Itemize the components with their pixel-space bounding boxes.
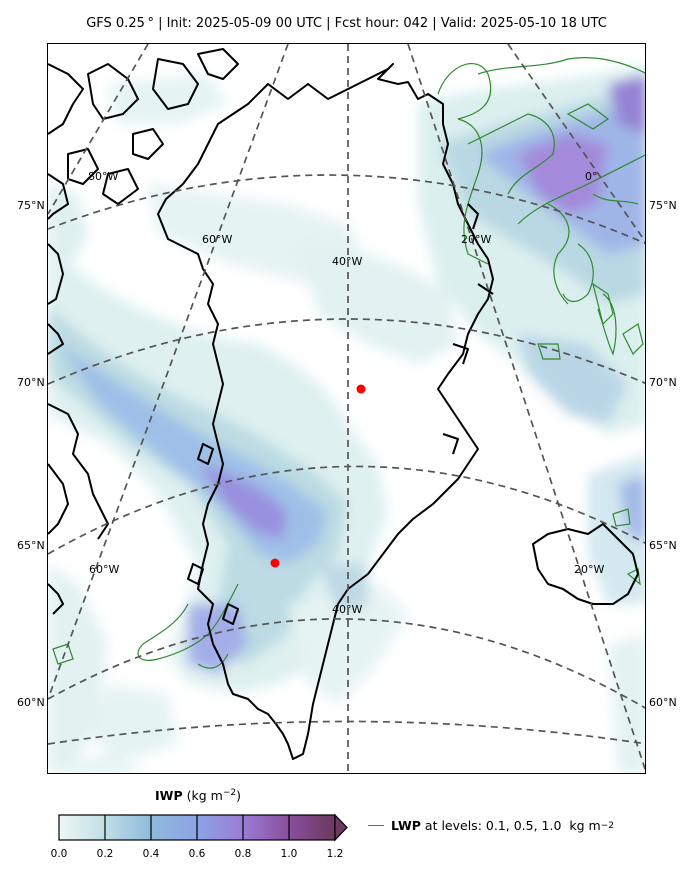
lon-label-40w-bottom: 40°W — [332, 603, 362, 616]
colorbar-tick: 0.4 — [142, 848, 160, 860]
lon-label-60w-bottom: 60°W — [89, 563, 119, 576]
lwp-contours — [52, 57, 645, 669]
lwp-legend-bold: LWP — [391, 818, 421, 833]
lat-label-60-right: 60°N — [649, 696, 677, 709]
graticule — [48, 44, 645, 773]
lon-label-80w: 80°W — [88, 170, 118, 183]
lwp-legend-sup: −2 — [600, 820, 614, 831]
lat-label-70-left: 70°N — [17, 376, 45, 389]
lat-label-75-right: 75°N — [649, 199, 677, 212]
colorbar-tick: 0.2 — [96, 848, 114, 860]
colorbar-title: IWP (kg m−2) — [155, 788, 241, 804]
lat-label-65-right: 65°N — [649, 539, 677, 552]
lon-label-60w-top: 60°W — [202, 233, 232, 246]
lon-label-40w-top: 40°W — [332, 255, 362, 268]
lon-label-20w-top: 20°W — [461, 233, 491, 246]
lwp-legend: LWP at levels: 0.1, 0.5, 1.0 kg m −2 — [368, 818, 614, 833]
lat-label-60-left: 60°N — [17, 696, 45, 709]
marker-north — [356, 384, 366, 394]
lat-label-75-left: 75°N — [17, 199, 45, 212]
lwp-legend-line — [368, 825, 384, 826]
colorbar-tick: 1.0 — [280, 848, 298, 860]
map-canvas: 80°W 60°W 40°W 20°W 0° 60°W 40°W 20°W — [48, 44, 645, 773]
lwp-legend-text: at levels: 0.1, 0.5, 1.0 kg m — [420, 818, 601, 833]
figure-title: GFS 0.25 ° | Init: 2025-05-09 00 UTC | F… — [86, 16, 607, 31]
lat-label-65-left: 65°N — [17, 539, 45, 552]
colorbar — [58, 813, 348, 842]
colorbar-tick: 0.8 — [234, 848, 252, 860]
colorbar-tick: 0.6 — [188, 848, 206, 860]
lat-label-70-right: 70°N — [649, 376, 677, 389]
coastlines — [48, 48, 639, 760]
colorbar-tick: 1.2 — [326, 848, 344, 860]
lon-label-0: 0° — [585, 170, 598, 183]
iwp-shading — [48, 64, 645, 773]
map-panel: 80°W 60°W 40°W 20°W 0° 60°W 40°W 20°W — [47, 43, 646, 774]
marker-south — [270, 558, 280, 568]
lon-label-20w-bottom: 20°W — [574, 563, 604, 576]
colorbar-tick: 0.0 — [50, 848, 68, 860]
lon-labels: 80°W 60°W 40°W 20°W 0° 60°W 40°W 20°W — [88, 170, 604, 616]
